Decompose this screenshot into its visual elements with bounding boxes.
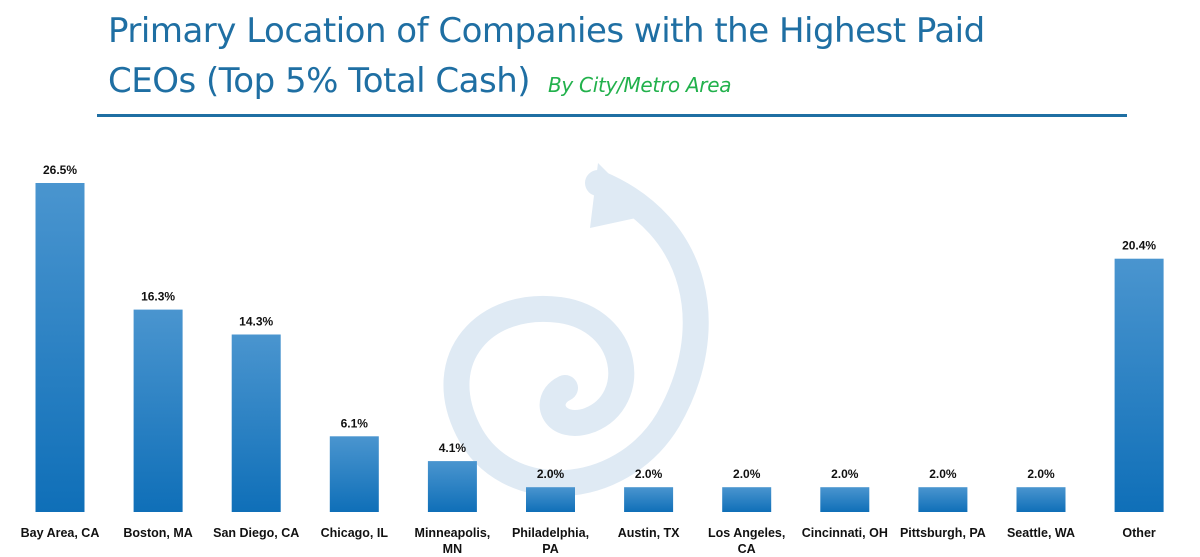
category-label-10-line-0: Seattle, WA <box>1007 526 1075 540</box>
watermark-arrowhead-icon <box>590 163 650 228</box>
category-label-1-line-0: Boston, MA <box>123 526 192 540</box>
bar-2 <box>231 334 281 512</box>
value-label-1: 16.3% <box>141 290 175 304</box>
chart-title-line-2: CEOs (Top 5% Total Cash) By City/Metro Ar… <box>108 56 1158 110</box>
chart-title-line-2-text: CEOs (Top 5% Total Cash) <box>108 61 531 101</box>
bar-5 <box>526 487 575 512</box>
category-label-8-line-0: Cincinnati, OH <box>802 526 888 540</box>
category-label-6: Austin, TX <box>618 526 680 540</box>
category-labels-group: Bay Area, CA Boston, MA San Diego, CA Chica… <box>21 526 1156 556</box>
bars-group <box>35 183 1164 512</box>
bar-4 <box>427 461 477 512</box>
value-label-0: 26.5% <box>43 163 77 177</box>
bar-6 <box>624 487 674 512</box>
category-label-2-line-0: San Diego, CA <box>213 526 299 540</box>
value-label-7: 2.0% <box>733 467 761 481</box>
category-label-5: Philadelphia, PA <box>512 526 589 556</box>
title-underline <box>97 114 1127 117</box>
value-label-2: 14.3% <box>239 315 273 329</box>
category-label-5-line-0: Philadelphia, <box>512 526 589 540</box>
bar-7 <box>722 487 772 512</box>
bar-8 <box>820 487 870 512</box>
chart-title-line-1: Primary Location of Companies with the H… <box>108 11 985 51</box>
category-label-5-line-1: PA <box>542 542 558 556</box>
category-label-9: Pittsburgh, PA <box>900 526 986 540</box>
bar-1 <box>133 309 183 512</box>
category-label-7: Los Angeles, CA <box>708 526 785 556</box>
value-label-5: 2.0% <box>537 467 565 481</box>
category-label-2: San Diego, CA <box>213 526 299 540</box>
bar-9 <box>918 487 968 512</box>
category-label-7-line-1: CA <box>738 542 756 556</box>
value-label-11: 20.4% <box>1122 239 1156 253</box>
category-label-3: Chicago, IL <box>321 526 389 540</box>
category-label-1: Boston, MA <box>123 526 192 540</box>
category-label-4-line-1: MN <box>443 542 462 556</box>
category-label-0-line-0: Bay Area, CA <box>21 526 100 540</box>
category-label-0: Bay Area, CA <box>21 526 100 540</box>
title-block: Primary Location of Companies with the H… <box>108 6 1158 110</box>
category-label-8: Cincinnati, OH <box>802 526 888 540</box>
watermark-logo <box>443 163 709 497</box>
bar-10 <box>1016 487 1066 512</box>
category-label-4-line-0: Minneapolis, <box>415 526 491 540</box>
category-label-7-line-0: Los Angeles, <box>708 526 785 540</box>
category-label-3-line-0: Chicago, IL <box>321 526 389 540</box>
value-label-6: 2.0% <box>635 467 663 481</box>
chart-subtitle: By City/Metro Area <box>548 73 732 97</box>
value-labels-group: 26.5% 16.3% 14.3% 6.1% 4.1% 2.0% 2.0% 2.0% 2.0% 2… <box>43 163 1156 481</box>
category-label-9-line-0: Pittsburgh, PA <box>900 526 986 540</box>
category-label-4: Minneapolis, MN <box>415 526 491 556</box>
category-label-11-line-0: Other <box>1122 526 1155 540</box>
value-label-3: 6.1% <box>341 416 369 430</box>
value-label-10: 2.0% <box>1027 467 1055 481</box>
value-label-8: 2.0% <box>831 467 859 481</box>
value-label-9: 2.0% <box>929 467 957 481</box>
watermark-spiral-icon <box>443 170 709 497</box>
category-label-6-line-0: Austin, TX <box>618 526 680 540</box>
bar-11 <box>1114 258 1164 512</box>
bar-0 <box>35 183 85 512</box>
bar-3 <box>329 436 379 512</box>
category-label-11: Other <box>1122 526 1155 540</box>
value-label-4: 4.1% <box>439 441 467 455</box>
category-label-10: Seattle, WA <box>1007 526 1075 540</box>
